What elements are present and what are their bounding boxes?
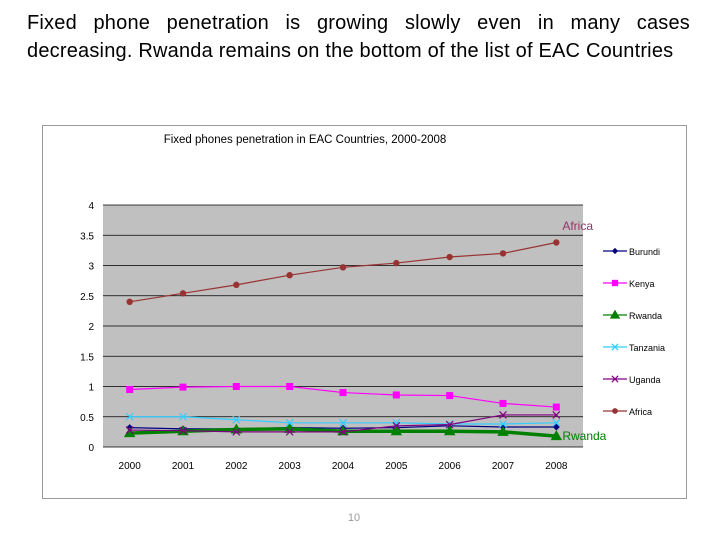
y-tick-label: 0	[88, 443, 94, 454]
x-tick-label: 2002	[225, 461, 248, 472]
data-point-kenya	[179, 383, 187, 391]
x-tick-label: 2004	[332, 461, 355, 472]
data-point-tanzania	[499, 420, 507, 428]
slide-title: Fixed phone penetration is growing slowl…	[27, 12, 690, 62]
data-point-kenya	[232, 383, 240, 390]
legend-label-africa: Africa	[629, 407, 652, 417]
data-point-tanzania	[285, 418, 294, 427]
legend-marker-tanzania	[611, 343, 619, 351]
data-point-africa	[233, 281, 240, 289]
data-point-uganda	[392, 421, 401, 430]
data-point-kenya	[552, 403, 560, 411]
data-point-rwanda	[497, 425, 509, 436]
data-point-africa	[446, 253, 453, 261]
data-point-kenya	[392, 391, 400, 399]
y-tick-label: 0.5	[80, 413, 94, 424]
data-point-tanzania	[552, 418, 561, 427]
y-tick-label: 3	[88, 262, 94, 273]
data-point-rwanda	[390, 425, 403, 436]
y-tick-label: 4	[88, 201, 94, 212]
data-point-kenya	[339, 389, 347, 397]
data-point-africa	[553, 239, 560, 246]
data-point-rwanda	[443, 425, 456, 436]
data-point-uganda	[499, 411, 507, 419]
data-point-africa	[499, 250, 507, 257]
data-point-tanzania	[339, 418, 347, 427]
chart-frame: Fixed phones penetration in EAC Countrie…	[42, 125, 687, 499]
data-point-uganda	[125, 426, 134, 434]
data-point-africa	[126, 298, 133, 305]
annotation-africa: Africa	[562, 219, 593, 233]
data-point-uganda	[445, 420, 454, 429]
data-point-uganda	[232, 427, 241, 436]
data-point-kenya	[499, 399, 507, 407]
data-point-africa	[393, 259, 400, 267]
data-point-rwanda	[283, 422, 296, 433]
legend-marker-africa	[612, 408, 618, 414]
legend-marker-uganda	[611, 375, 619, 383]
x-tick-label: 2005	[385, 461, 408, 472]
data-point-uganda	[339, 427, 347, 436]
y-tick-label: 2.5	[80, 292, 94, 303]
data-point-rwanda	[123, 427, 136, 438]
data-point-uganda	[285, 427, 294, 436]
data-point-tanzania	[392, 418, 401, 427]
x-tick-label: 2007	[492, 461, 515, 472]
legend-marker-rwanda	[609, 309, 621, 319]
x-tick-label: 2006	[439, 461, 462, 472]
data-point-tanzania	[179, 412, 187, 421]
legend-label-tanzania: Tanzania	[629, 343, 665, 353]
y-tick-label: 1	[88, 383, 94, 394]
data-point-rwanda	[337, 425, 349, 436]
page-number: 10	[347, 512, 361, 524]
line-chart: Fixed phones penetration in EAC Countrie…	[80, 134, 665, 472]
y-tick-label: 2	[88, 322, 94, 333]
x-tick-label: 2008	[545, 461, 568, 472]
y-tick-label: 1.5	[80, 352, 94, 363]
legend-marker-burundi	[611, 247, 619, 255]
x-tick-label: 2001	[172, 461, 195, 472]
data-point-rwanda	[550, 430, 563, 441]
data-point-uganda	[179, 426, 187, 435]
data-point-kenya	[126, 386, 134, 394]
legend-label-rwanda: Rwanda	[629, 311, 662, 321]
data-point-rwanda	[230, 423, 243, 434]
legend-label-burundi: Burundi	[629, 247, 660, 257]
legend-marker-kenya	[611, 279, 619, 287]
annotation-rwanda: Rwanda	[562, 429, 606, 443]
chart-title: Fixed phones penetration in EAC Countrie…	[164, 134, 447, 146]
data-point-uganda	[552, 411, 561, 419]
legend-label-uganda: Uganda	[629, 375, 661, 385]
legend-label-kenya: Kenya	[629, 279, 655, 289]
y-tick-label: 3.5	[80, 231, 94, 242]
x-tick-label: 2003	[279, 461, 302, 472]
x-tick-label: 2000	[119, 461, 142, 472]
data-point-kenya	[286, 383, 294, 390]
data-point-africa	[339, 264, 347, 271]
data-point-africa	[286, 271, 293, 279]
data-point-tanzania	[232, 415, 241, 424]
data-point-kenya	[446, 392, 454, 400]
data-point-tanzania	[125, 412, 134, 421]
data-point-africa	[179, 290, 187, 297]
